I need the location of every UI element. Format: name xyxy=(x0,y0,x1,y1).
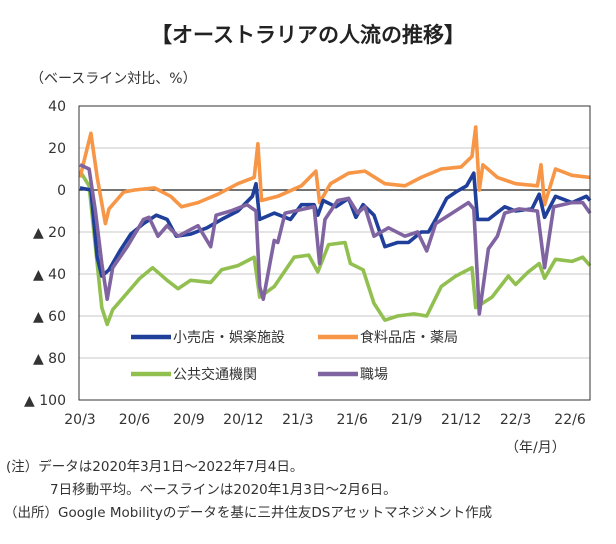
y-tick-label: 20 xyxy=(48,141,66,157)
series-line-2 xyxy=(78,170,592,327)
legend-item-1: 食料品店・薬局 xyxy=(318,329,458,346)
gridlines xyxy=(79,147,590,359)
legend-item-2: 公共交通機関 xyxy=(131,366,257,383)
legend-item-3: 職場 xyxy=(318,367,388,383)
x-tick-label: 20/6 xyxy=(119,412,151,428)
y-tick-label: 0 xyxy=(57,183,66,199)
y-tick-label: 40 xyxy=(48,99,66,115)
x-tick-label: 21/6 xyxy=(337,412,369,428)
y-tick-label: ▲ 100 xyxy=(24,393,66,409)
legend-label: 職場 xyxy=(360,367,388,383)
x-tick-label: 21/12 xyxy=(441,412,481,428)
series-line-0 xyxy=(79,171,592,278)
note-line-2: 7日移動平均。ベースラインは2020年1月3日～2月6日。 xyxy=(50,482,397,498)
note-line-1: (注）データは2020年3月1日～2022年7月4日。 xyxy=(6,458,303,475)
x-tick-labels: 20/3 20/6 20/9 20/12 21/3 21/6 21/9 21/12 22/3 22… xyxy=(64,412,586,428)
chart-title: 【オーストラリアの人流の推移】 xyxy=(151,23,465,47)
source-line: （出所）Google Mobilityのデータを基に三井住友DSアセットマネジメ… xyxy=(4,504,492,521)
legend-label: 公共交通機関 xyxy=(173,366,257,383)
series-line-1 xyxy=(78,125,591,226)
y-tick-label: ▲ 80 xyxy=(33,351,66,367)
series-line-3 xyxy=(79,163,592,316)
y-tick-label: ▲ 20 xyxy=(33,225,66,241)
x-tick-label: 20/3 xyxy=(64,412,95,428)
y-tick-label: ▲ 40 xyxy=(33,267,66,283)
y-tick-label: ▲ 60 xyxy=(33,309,66,325)
x-tick-label: 20/12 xyxy=(223,412,263,428)
y-tick-labels: 40 20 0 ▲ 20 ▲ 40 ▲ 60 ▲ 80 ▲ 100 xyxy=(24,99,66,409)
x-axis-label: （年/月） xyxy=(505,440,566,456)
legend-label: 食料品店・薬局 xyxy=(360,329,458,346)
x-tick-label: 22/6 xyxy=(554,412,586,428)
x-tick-label: 21/9 xyxy=(391,412,422,428)
legend-label: 小売店・娯楽施設 xyxy=(173,330,285,346)
x-tick-label: 20/9 xyxy=(173,412,204,428)
x-tick-label: 22/3 xyxy=(500,412,531,428)
series-lines xyxy=(78,125,592,327)
x-tick-label: 21/3 xyxy=(282,412,313,428)
plot-border xyxy=(78,105,591,401)
y-axis-label: （ベースライン対比、%） xyxy=(30,71,197,87)
legend-item-0: 小売店・娯楽施設 xyxy=(131,330,285,346)
